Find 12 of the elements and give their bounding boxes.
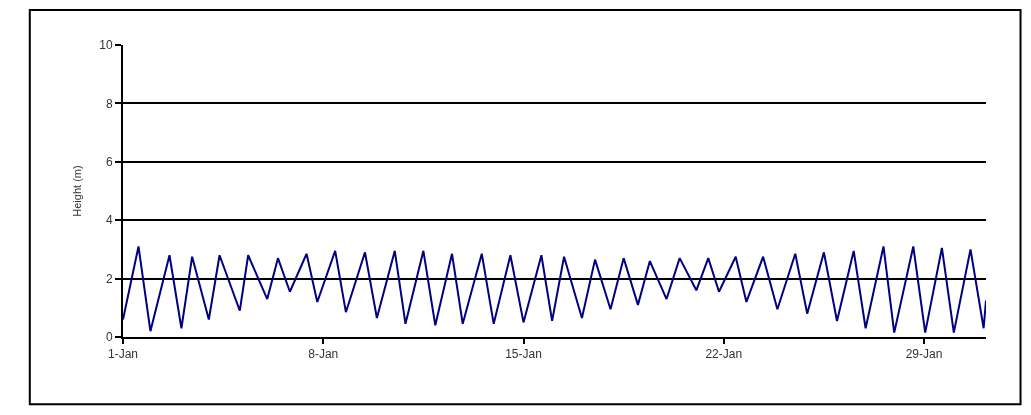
x-tick-label: 29-Jan	[905, 347, 943, 362]
y-tick-label: 6	[105, 155, 113, 169]
y-tick-label: 0	[105, 330, 113, 345]
y-axis-title: Height (m)	[71, 165, 84, 217]
x-tick-label: 1-Jan	[107, 347, 139, 362]
y-tick-label: 4	[105, 213, 113, 228]
y-tick-label: 8	[105, 96, 113, 111]
x-tick-label: 15-Jan	[505, 347, 542, 362]
x-tick-label: 8-Jan	[308, 347, 339, 362]
y-tick-label: 2	[105, 271, 113, 286]
x-tick-label: 22-Jan	[705, 347, 743, 362]
y-tick-label: 10	[99, 38, 113, 53]
